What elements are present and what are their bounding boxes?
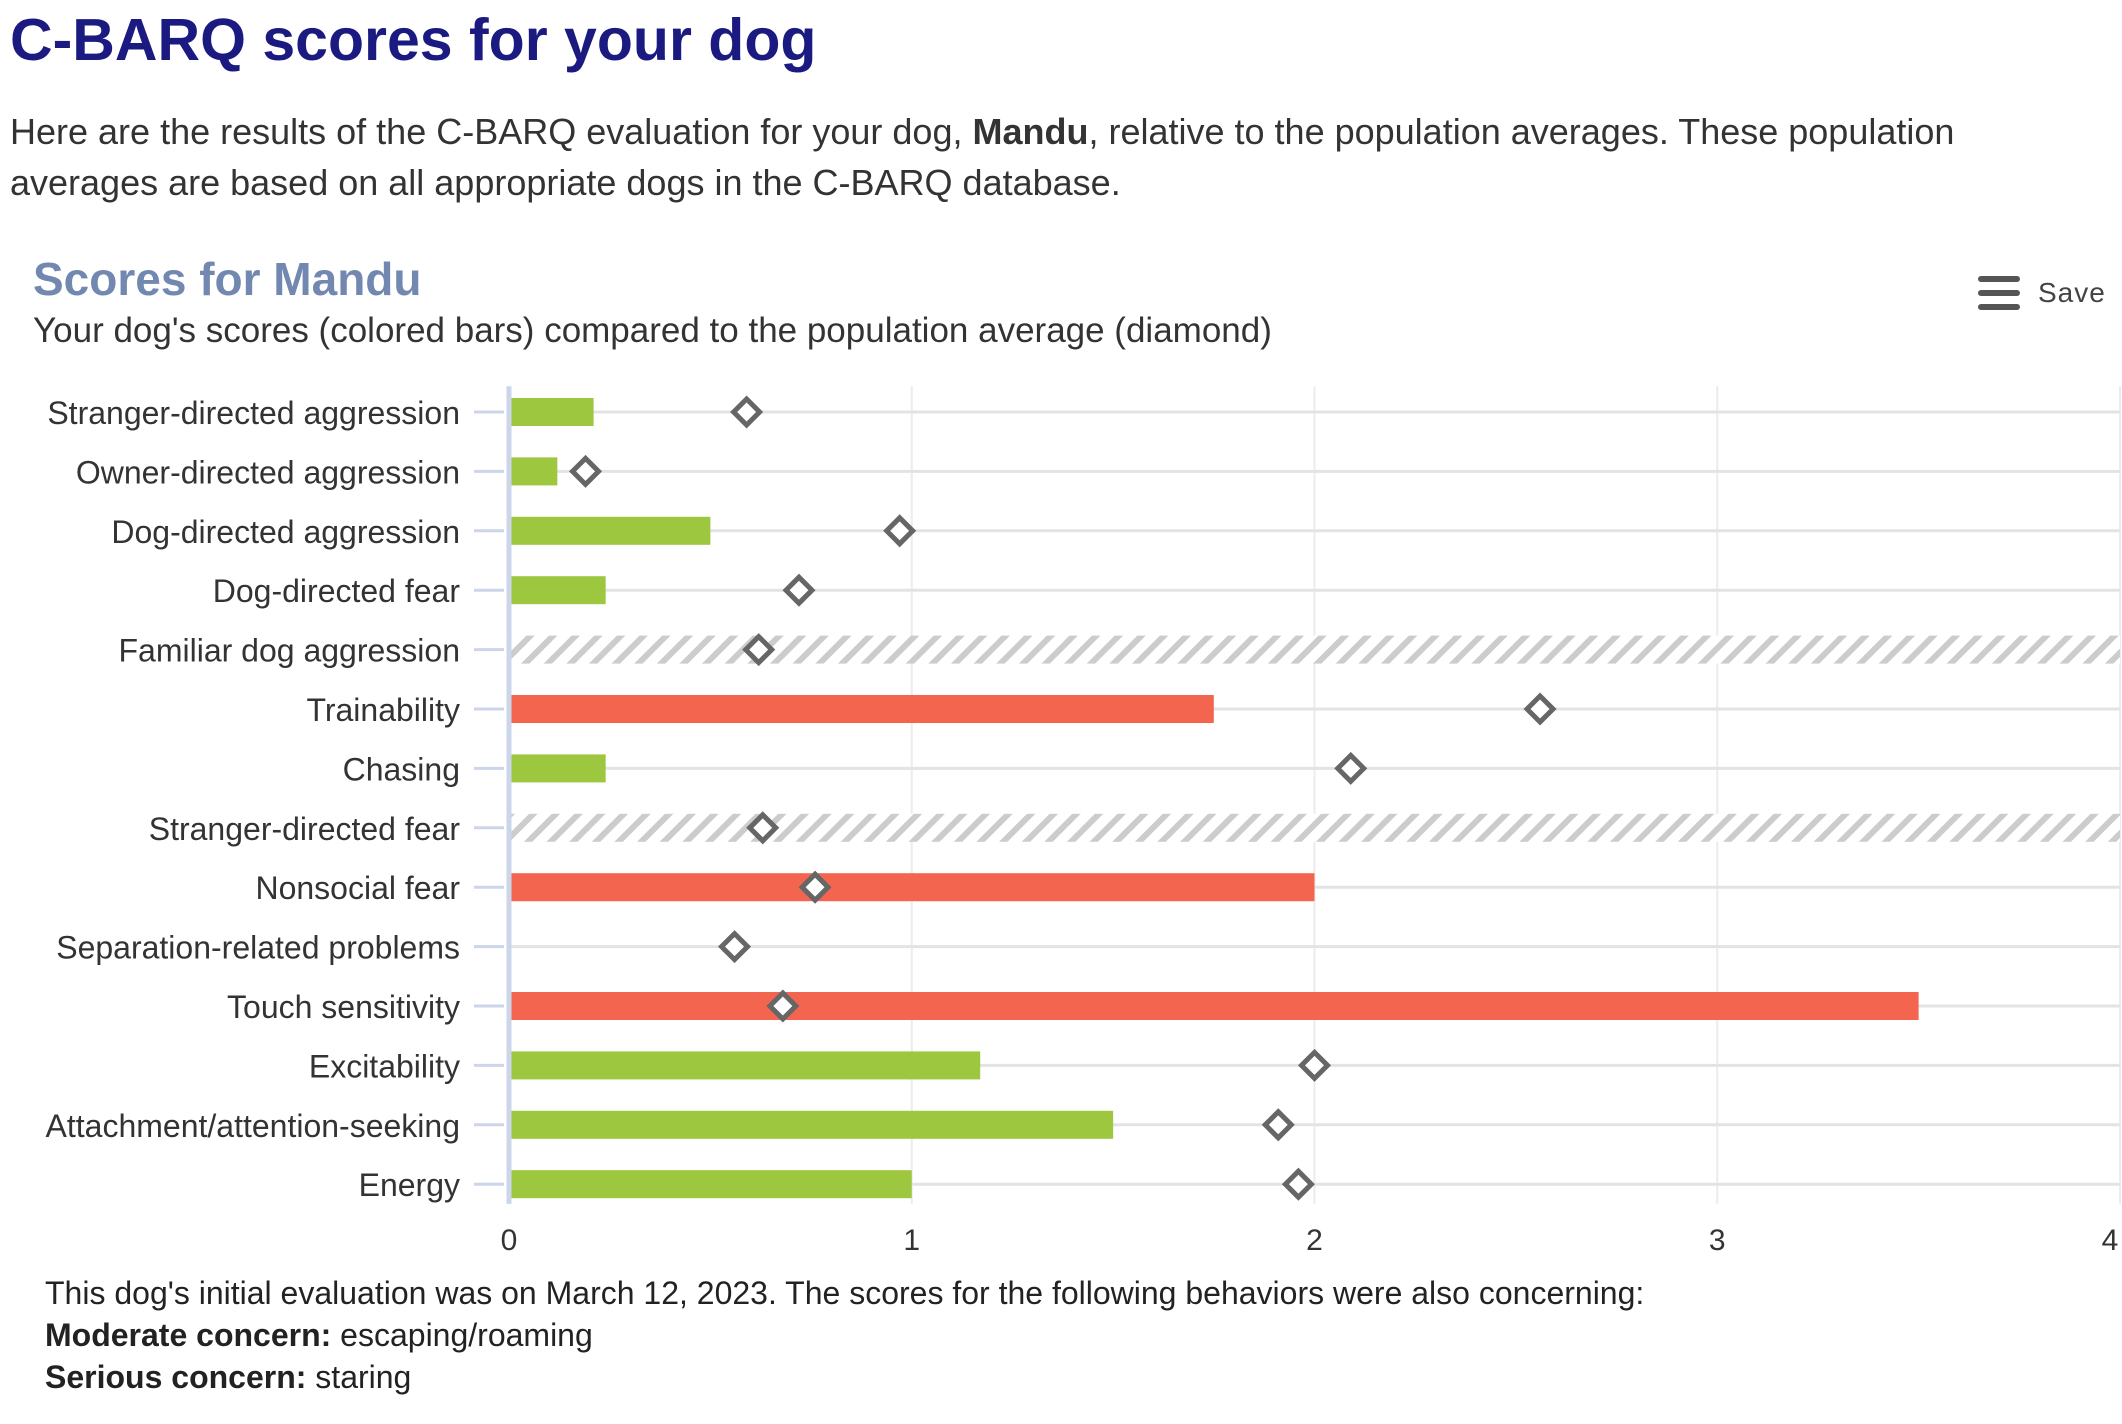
concern-score-bar [511,695,1214,723]
evaluation-footnote: This dog's initial evaluation was on Mar… [45,1272,1644,1398]
average-diamond-marker [1523,692,1557,726]
axes: Stranger-directed aggression Owner-direct… [46,386,2119,1257]
score-bars [509,398,2120,1199]
hamburger-menu-icon [1978,276,2020,310]
category-label: Separation-related problems [56,930,460,966]
average-diamond-marker [766,989,800,1023]
save-menu-label: Save [2038,277,2106,308]
concern-score-bar [511,873,1315,902]
average-diamond-marker [1281,1167,1315,1201]
score-bar [511,754,606,783]
average-diamond-marker [718,930,752,964]
average-diamonds [568,395,1557,1201]
average-diamond-marker [1297,1048,1332,1082]
average-diamond-marker [782,573,816,607]
average-diamond-marker [746,811,780,845]
score-bar [511,398,594,426]
category-label: Dog-directed aggression [111,514,460,550]
score-bar [511,1051,981,1080]
category-label: Attachment/attention-seeking [46,1108,460,1144]
x-tick-label: 4 [2102,1224,2119,1257]
evaluation-date-text: This dog's initial evaluation was on Mar… [45,1275,1645,1311]
save-menu-button[interactable]: Save [1978,268,2106,318]
moderate-concern-line: Moderate concern: escaping/roaming [45,1314,1644,1356]
category-label: Stranger-directed fear [149,811,461,847]
x-tick-label: 2 [1306,1224,1323,1257]
serious-concern-label: Serious concern: [45,1359,307,1395]
average-diamond-marker [1334,751,1368,785]
chart-title: Scores for Mandu [33,253,422,305]
scores-bar-chart: Stranger-directed aggression Owner-direct… [46,386,2121,1257]
category-label: Familiar dog aggression [119,633,461,669]
score-bar [511,576,606,605]
score-bar [511,1170,912,1199]
dog-name: Mandu [972,111,1089,152]
category-label: Chasing [343,751,460,787]
intro-text-end: , relative to the population averages. T… [10,111,1955,203]
average-diamond-marker [742,633,776,667]
category-label: Excitability [309,1048,460,1084]
serious-concern-line: Serious concern: staring [45,1356,1644,1398]
category-label: Owner-directed aggression [76,454,460,490]
no-data-bar [509,635,2120,664]
chart-subtitle: Your dog's scores (colored bars) compare… [33,311,1272,350]
score-bar [511,516,711,545]
average-diamond-marker [1261,1108,1295,1142]
intro-text-start: Here are the results of the C-BARQ evalu… [10,111,973,152]
score-bar [511,457,558,486]
intro-paragraph: Here are the results of the C-BARQ evalu… [10,106,2090,208]
moderate-concern-value: escaping/roaming [340,1317,593,1353]
x-tick-label: 0 [501,1224,518,1257]
average-diamond-marker [883,514,917,548]
category-label: Dog-directed fear [213,573,461,609]
average-diamond-marker [730,395,764,429]
category-label: Touch sensitivity [227,989,460,1025]
average-diamond-marker [798,870,832,904]
serious-concern-value: staring [315,1359,412,1395]
category-label: Trainability [306,692,460,728]
score-bar [511,1110,1114,1139]
x-tick-label: 3 [1709,1224,1726,1257]
average-diamond-marker [568,454,603,488]
page-title: C-BARQ scores for your dog [10,7,817,73]
concern-score-bar [511,992,1919,1020]
category-label: Energy [359,1167,460,1203]
moderate-concern-label: Moderate concern: [45,1317,332,1353]
category-label: Nonsocial fear [255,870,460,906]
x-tick-label: 1 [903,1224,920,1257]
category-label: Stranger-directed aggression [47,395,460,431]
